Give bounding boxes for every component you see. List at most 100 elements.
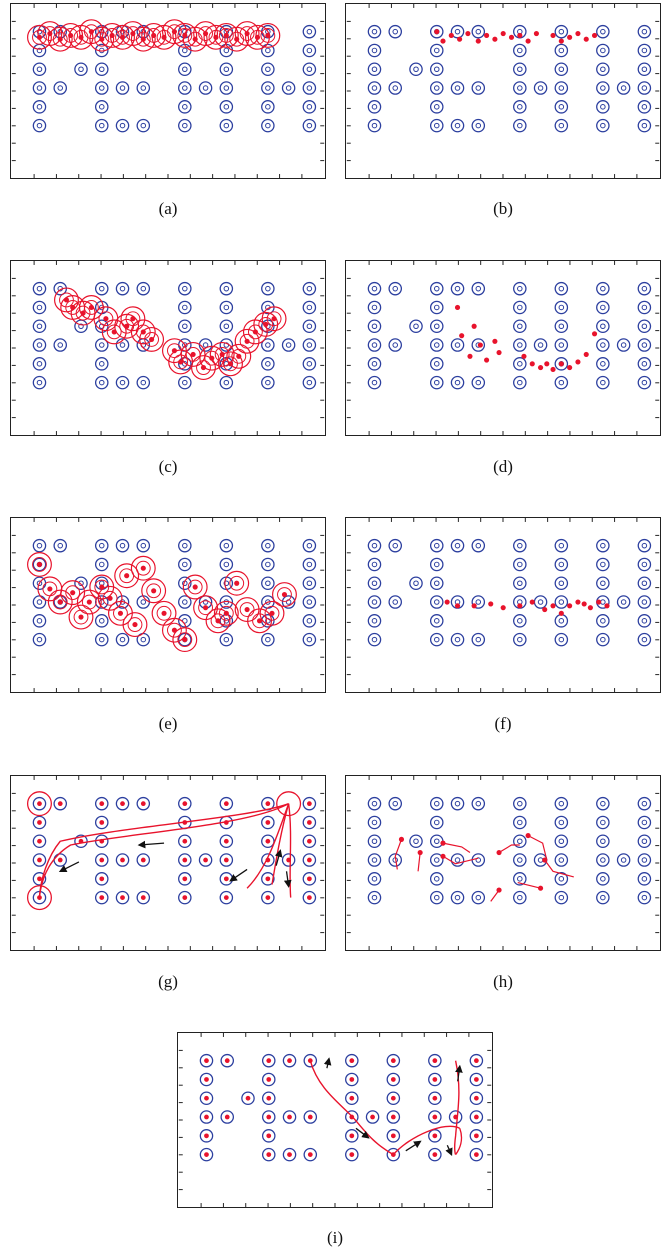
target-glyph (261, 1110, 276, 1124)
target-glyph (115, 81, 130, 95)
target-glyph (429, 595, 444, 609)
particle-ring-inner (218, 605, 234, 621)
target-glyph (53, 796, 68, 811)
direction-arrow (58, 861, 80, 872)
target-glyph (219, 557, 234, 572)
particle-dot (457, 36, 463, 42)
particle-dot (88, 304, 94, 311)
target-glyph (554, 595, 569, 609)
particle-dot (70, 590, 76, 596)
target-glyph (261, 557, 275, 572)
target-glyph (469, 1091, 484, 1106)
target-glyph (471, 632, 486, 647)
target-glyph (261, 357, 275, 371)
glyph-grid (32, 796, 317, 905)
axis-ticks (11, 261, 325, 435)
particle-ring-inner (144, 331, 160, 347)
target-glyph (596, 62, 610, 77)
target-glyph (616, 595, 631, 609)
particle-ring (259, 600, 285, 626)
target-glyph (219, 834, 234, 849)
target-glyph (241, 1091, 255, 1106)
particle-dot (103, 316, 109, 322)
panel-e-plot (11, 518, 325, 692)
target-glyph (367, 43, 382, 58)
particle-dot (465, 30, 471, 37)
target-glyph (367, 24, 382, 39)
target-glyph (281, 81, 296, 95)
target-glyph (281, 853, 296, 867)
trace-dot (398, 836, 405, 842)
particle-ring-inner (81, 594, 97, 610)
panel-d (345, 260, 661, 436)
particle-dot (252, 329, 258, 335)
target-glyph (32, 872, 47, 886)
target-glyph (367, 614, 382, 628)
target-glyph (386, 1129, 401, 1143)
target-glyph (450, 338, 465, 352)
particle-ring-inner (32, 29, 47, 45)
target-glyph (261, 538, 275, 553)
target-glyph (94, 614, 109, 628)
target-glyph (513, 890, 527, 905)
target-glyph (428, 1091, 442, 1106)
target-glyph (178, 834, 192, 849)
target-glyph (199, 1091, 214, 1106)
target-glyph (345, 1072, 359, 1087)
target-glyph (220, 1053, 235, 1068)
particle-dot (558, 38, 564, 44)
particle-dot (583, 351, 589, 357)
target-glyph (554, 300, 569, 315)
trace-line (394, 839, 403, 870)
target-glyph (136, 81, 151, 95)
particle-ring (182, 574, 208, 600)
target-glyph (388, 81, 403, 95)
particle-dot (192, 584, 198, 590)
target-glyph (367, 375, 382, 390)
target-glyph (513, 853, 527, 867)
target-glyph (429, 796, 444, 811)
target-glyph (261, 872, 275, 886)
particle-ring (130, 319, 156, 345)
target-glyph (281, 338, 296, 352)
target-glyph (429, 576, 444, 591)
particle-dot (567, 365, 573, 371)
target-glyph (637, 815, 652, 830)
particle-ring-inner (198, 26, 213, 41)
trace-dot (525, 833, 531, 839)
target-glyph (178, 872, 192, 886)
trajectory-curve (246, 803, 290, 889)
axis-ticks (346, 4, 660, 178)
target-glyph (554, 614, 569, 628)
panel-c (10, 260, 326, 436)
target-glyph (637, 100, 652, 114)
particle-ring (161, 617, 187, 643)
target-glyph (199, 1072, 214, 1087)
target-glyph (367, 872, 382, 886)
target-glyph (596, 24, 610, 39)
particle-ring (68, 604, 94, 630)
target-glyph (345, 1091, 359, 1106)
glyph-grid (367, 538, 652, 647)
target-glyph (282, 1147, 297, 1162)
target-glyph (32, 300, 47, 315)
target-glyph (429, 62, 444, 77)
particle-dot (86, 599, 92, 605)
target-glyph (596, 118, 610, 133)
target-glyph (178, 118, 192, 133)
direction-arrow (274, 849, 283, 866)
trace-dot (440, 840, 446, 846)
target-glyph (367, 357, 382, 371)
target-glyph (219, 100, 234, 114)
particle-dot (558, 610, 564, 616)
target-glyph (471, 595, 486, 609)
particle-ring (27, 24, 52, 50)
trace-dot (417, 849, 423, 856)
target-glyph (637, 375, 652, 390)
target-glyph (32, 118, 47, 133)
target-glyph (115, 853, 130, 867)
particle-ring (122, 612, 148, 638)
target-glyph (596, 81, 610, 95)
particle-ring-inner (119, 318, 135, 334)
target-glyph (637, 357, 652, 371)
